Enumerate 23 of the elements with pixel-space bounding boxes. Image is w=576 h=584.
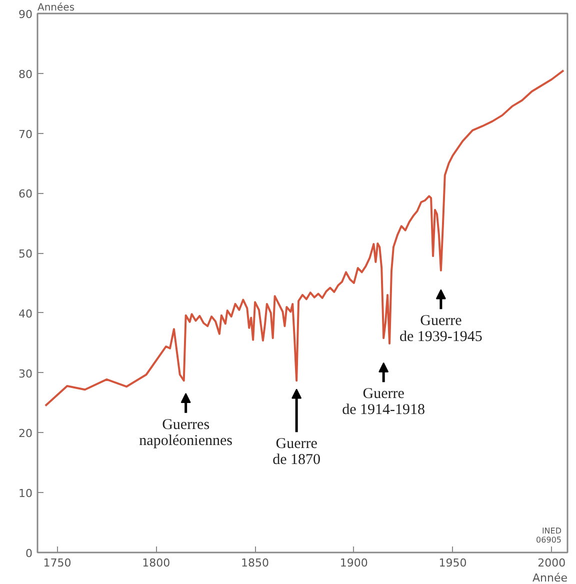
y-tick-label: 20 xyxy=(18,427,33,440)
y-tick-label: 80 xyxy=(18,68,33,81)
annotation: Guerre de 1914-1918 xyxy=(342,386,426,418)
y-tick-label: 60 xyxy=(18,188,33,201)
x-tick-label: 1800 xyxy=(142,556,170,570)
x-tick-label: 2000 xyxy=(538,556,566,570)
annotation: Guerre de 1870 xyxy=(272,436,321,468)
annotation: INED 06905 xyxy=(536,526,562,544)
y-tick-label: 50 xyxy=(18,248,33,261)
annotation: Guerre de 1939-1945 xyxy=(399,313,482,346)
y-tick-label: 10 xyxy=(18,487,33,500)
x-tick-label: 1900 xyxy=(340,556,368,570)
y-tick-label: 0 xyxy=(26,547,32,560)
y-tick-label: 90 xyxy=(18,8,33,21)
y-tick-label: 40 xyxy=(18,307,33,320)
x-tick-label: 1950 xyxy=(438,556,467,570)
y-axis-title: Années xyxy=(38,2,75,14)
x-tick-label: 1850 xyxy=(241,556,270,570)
annotation: Guerres napoléoniennes xyxy=(139,416,233,449)
x-axis-title: Année xyxy=(532,572,568,584)
y-tick-label: 70 xyxy=(18,128,33,141)
y-tick-label: 30 xyxy=(18,367,33,380)
x-tick-label: 1750 xyxy=(43,556,72,570)
